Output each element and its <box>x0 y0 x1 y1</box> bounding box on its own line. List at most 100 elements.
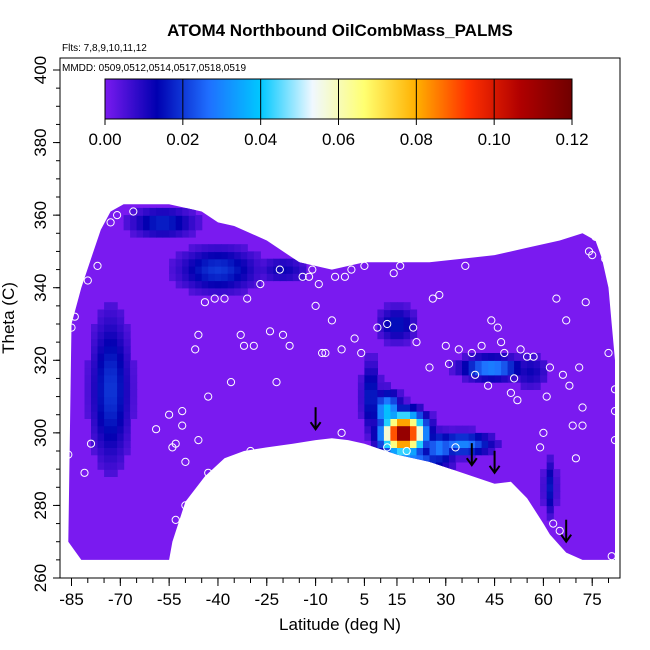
heatmap-cell <box>481 432 489 441</box>
heatmap-cell <box>110 360 118 369</box>
heatmap-cell <box>104 367 112 376</box>
heatmap-cell <box>273 265 281 274</box>
heatmap-cell <box>462 360 470 369</box>
heatmap-cell <box>370 418 378 427</box>
heatmap-cell <box>364 396 372 405</box>
heatmap-cell <box>123 396 131 405</box>
heatmap-cell <box>364 447 372 456</box>
heatmap-cell <box>397 403 405 412</box>
heatmap-cell <box>123 425 131 434</box>
heatmap-cell <box>475 374 483 383</box>
heatmap-cell <box>514 353 522 361</box>
sample-point <box>568 421 577 430</box>
heatmap-cell <box>423 418 431 427</box>
heatmap-cell <box>514 367 522 376</box>
sample-point <box>412 338 421 347</box>
heatmap-cell <box>234 244 242 253</box>
sample-point <box>509 374 519 383</box>
heatmap-cell <box>130 229 138 238</box>
sample-point <box>487 316 496 325</box>
heatmap-cell <box>221 265 229 274</box>
heatmap-cell <box>91 360 99 369</box>
heatmap-cell <box>403 309 411 318</box>
heatmap-cell <box>130 222 138 231</box>
sample-point <box>555 526 564 535</box>
sample-point <box>347 265 356 274</box>
heatmap-cell <box>475 432 483 441</box>
heatmap-cell <box>383 309 391 318</box>
heatmap-cell <box>110 389 118 398</box>
heatmap-cell <box>91 396 99 405</box>
heatmap-cell <box>214 273 222 282</box>
flights-label: Flts: 7,8,9,10,11,12 <box>62 43 147 54</box>
heatmap-cell <box>97 432 105 441</box>
heatmap-cell <box>488 432 496 441</box>
heatmap-cell <box>546 454 554 463</box>
heatmap-cell <box>397 331 405 340</box>
sample-point <box>210 294 219 303</box>
colorbar-tick-label: 0.02 <box>166 130 199 149</box>
sample-point <box>497 338 506 347</box>
heatmap-cell <box>123 222 131 231</box>
heatmap-cell <box>507 374 515 383</box>
heatmap-cell <box>383 425 391 434</box>
heatmap-cell <box>234 258 242 267</box>
heatmap-cell <box>410 418 418 427</box>
heatmap-cell <box>104 432 112 441</box>
heatmap-cell <box>169 229 177 238</box>
heatmap-cell <box>91 345 99 354</box>
x-axis-label: Latitude (deg N) <box>279 615 401 634</box>
heatmap-cell <box>377 309 385 318</box>
heatmap-cell <box>397 338 405 347</box>
heatmap-cell <box>110 403 118 412</box>
sample-point <box>454 345 463 354</box>
heatmap-cell <box>97 353 105 361</box>
colorbar: 0.00 0.02 0.04 0.06 0.08 0.10 0.12 <box>88 78 589 149</box>
sample-point <box>513 396 522 405</box>
heatmap-cell <box>273 273 281 282</box>
heatmap-cell <box>188 265 196 274</box>
heatmap-cell <box>234 265 242 274</box>
heatmap-cell <box>91 432 99 441</box>
heatmap-cell <box>117 360 125 369</box>
sample-point <box>236 330 245 339</box>
heatmap-cell <box>455 447 463 456</box>
sample-point <box>461 261 470 270</box>
sample-point <box>83 276 92 285</box>
heatmap-cell <box>449 425 457 434</box>
heatmap-cell <box>123 432 131 441</box>
heatmap-cell <box>214 287 222 296</box>
heatmap-cell <box>110 447 118 456</box>
heatmap-cell <box>97 374 105 383</box>
heatmap-cell <box>117 353 125 361</box>
heatmap-cell <box>201 251 209 260</box>
sample-point <box>249 341 258 350</box>
heatmap-cell <box>546 490 554 499</box>
heatmap-cell <box>397 454 405 463</box>
sample-point <box>70 312 79 321</box>
heatmap-cell <box>260 265 268 274</box>
heatmap-cell <box>117 440 125 448</box>
heatmap-cell <box>253 258 261 267</box>
colorbar-tick-label: 0.10 <box>478 130 511 149</box>
heatmap-cell <box>260 273 268 282</box>
heatmap-cell <box>416 447 424 456</box>
heatmap-cell <box>390 389 398 398</box>
heatmap-cell <box>370 360 378 369</box>
heatmap-cell <box>546 505 554 514</box>
heatmap-cell <box>364 454 372 463</box>
heatmap-cell <box>397 302 405 311</box>
heatmap-cell <box>468 432 476 441</box>
heatmap-cell <box>234 280 242 289</box>
heatmap-cell <box>403 454 411 463</box>
heatmap-cell <box>383 403 391 412</box>
heatmap-cell <box>410 309 418 318</box>
sample-point <box>604 348 613 358</box>
heatmap-cell <box>383 454 391 463</box>
heatmap-cell <box>481 440 489 448</box>
heatmap-cell <box>97 382 105 390</box>
heatmap-cell <box>364 432 372 441</box>
heatmap-cell <box>221 258 229 267</box>
colorbar-ticks: 0.00 0.02 0.04 0.06 0.08 0.10 0.12 <box>88 79 589 149</box>
sample-point <box>311 301 320 310</box>
